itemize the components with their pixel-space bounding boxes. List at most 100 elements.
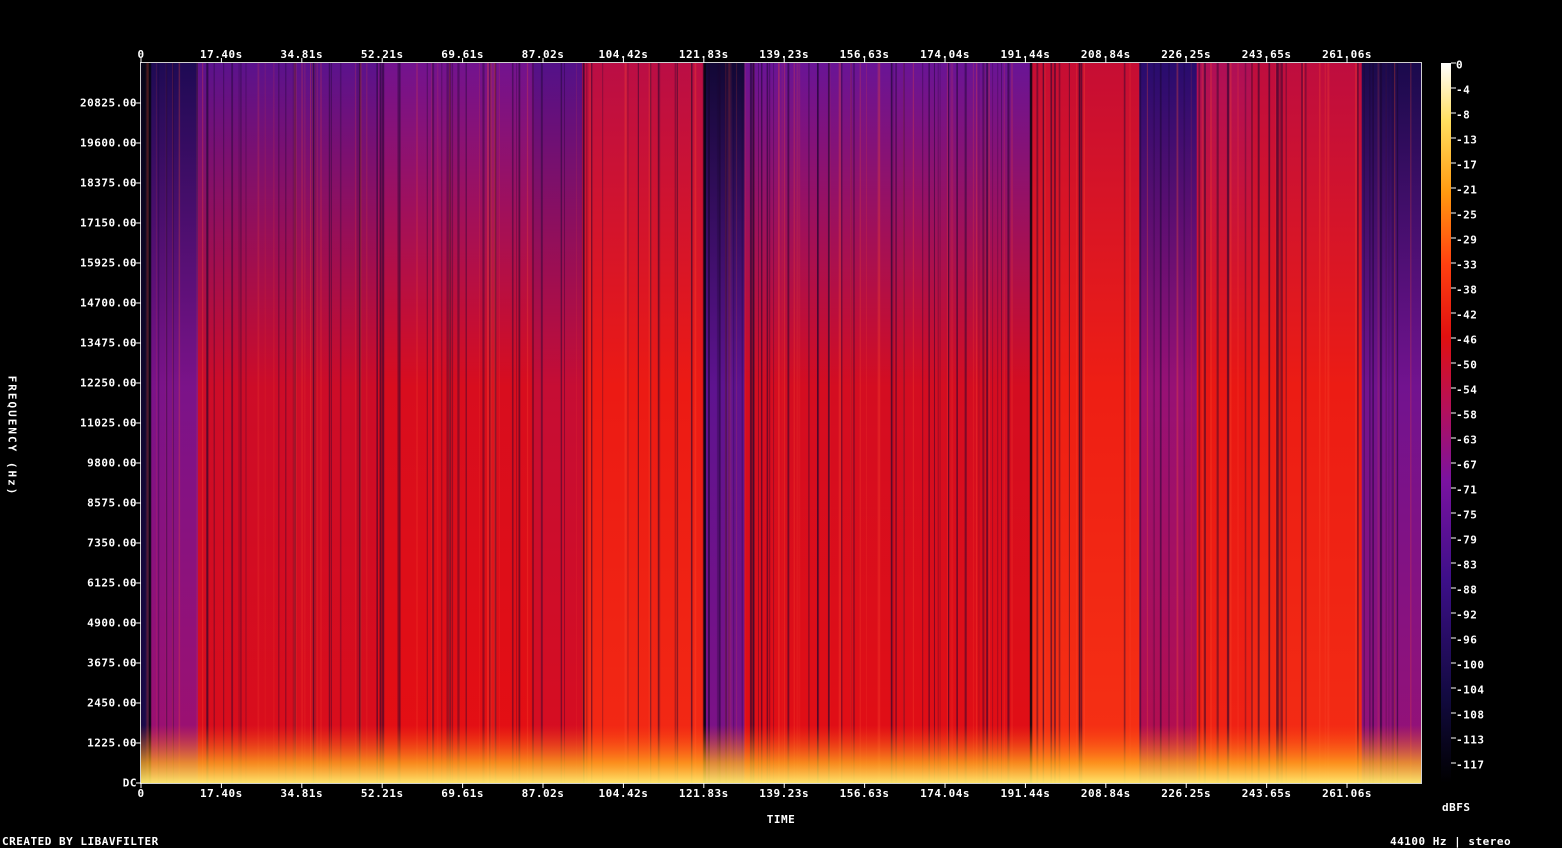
x-axis-label: TIME xyxy=(766,813,796,826)
striation xyxy=(582,63,585,783)
striation xyxy=(798,63,801,783)
striation xyxy=(1385,63,1387,783)
spectrum-segment xyxy=(197,63,379,783)
striation xyxy=(245,63,247,783)
colorbar-tick-label: -33 xyxy=(1456,258,1478,272)
striation xyxy=(879,63,881,783)
striation xyxy=(206,63,208,783)
striation xyxy=(397,63,399,783)
colorbar-tick-label: -63 xyxy=(1456,433,1478,447)
striation xyxy=(1036,63,1039,783)
colorbar-tick-label: -104 xyxy=(1456,683,1485,697)
striation xyxy=(278,63,280,783)
striation xyxy=(589,63,592,783)
striation xyxy=(487,63,489,783)
striation xyxy=(498,63,500,783)
x-tick-label-top: 139.23s xyxy=(759,48,810,61)
striation xyxy=(1083,63,1085,783)
striation xyxy=(1357,63,1360,783)
colorbar-tick-label: -108 xyxy=(1456,708,1485,722)
striation xyxy=(1011,63,1013,783)
x-tick-label-bottom: 0 xyxy=(137,787,145,800)
striation xyxy=(145,63,148,783)
colorbar-tick-label: -83 xyxy=(1456,558,1478,572)
striation xyxy=(1042,63,1045,783)
striation xyxy=(431,63,433,783)
striation xyxy=(436,63,439,783)
x-tick-label-top: 87.02s xyxy=(521,48,565,61)
striation xyxy=(657,63,660,783)
striation xyxy=(451,63,454,783)
striation xyxy=(1123,63,1126,783)
striation xyxy=(331,63,332,783)
colorbar-tick-label: -54 xyxy=(1456,383,1478,397)
striation xyxy=(691,63,693,783)
striation xyxy=(1388,63,1390,783)
y-tick-label: 3675.00 xyxy=(87,656,137,670)
striation xyxy=(1257,63,1260,783)
colorbar-tick-label: -25 xyxy=(1456,208,1478,222)
silence-divider xyxy=(1029,63,1033,783)
striation xyxy=(783,63,786,783)
striation xyxy=(1201,63,1204,783)
striation xyxy=(231,63,233,783)
x-tick-label-bottom: 52.21s xyxy=(360,787,404,800)
striation xyxy=(172,63,174,783)
striation xyxy=(1371,63,1374,783)
striation xyxy=(997,63,999,783)
striation xyxy=(766,63,768,783)
colorbar-tick-label: -96 xyxy=(1456,633,1478,647)
striation xyxy=(1159,63,1162,783)
striation xyxy=(725,63,728,783)
x-tick-marks xyxy=(140,58,1348,788)
striation xyxy=(677,63,679,783)
colorbar-tick-label: -17 xyxy=(1456,158,1478,172)
striation xyxy=(1198,63,1201,783)
striation xyxy=(1058,63,1061,783)
striation xyxy=(1377,63,1380,783)
striation xyxy=(796,63,798,783)
striation xyxy=(1068,63,1070,783)
x-tick-label-bottom: 34.81s xyxy=(280,787,324,800)
x-tick-label-bottom: 156.63s xyxy=(839,787,890,800)
audio-info: 44100 Hz | stereo xyxy=(1390,835,1512,848)
spectrum-segment xyxy=(1030,63,1140,783)
striation xyxy=(728,63,730,783)
striation xyxy=(724,63,727,783)
spectrum-segment xyxy=(149,63,199,783)
striation xyxy=(178,63,181,783)
striation xyxy=(494,63,497,783)
striation xyxy=(982,63,985,783)
striation xyxy=(359,63,362,783)
striation xyxy=(458,63,460,783)
striation xyxy=(232,63,234,783)
striation xyxy=(158,63,160,783)
x-tick-label-top: 174.04s xyxy=(920,48,970,61)
striation xyxy=(877,63,880,783)
striation xyxy=(213,63,215,783)
striation xyxy=(975,63,978,783)
y-tick-label: 7350.00 xyxy=(87,536,137,550)
striation xyxy=(1327,63,1330,783)
striation xyxy=(1226,63,1229,783)
striation xyxy=(781,63,783,783)
spectrum-segment xyxy=(704,63,745,783)
striation xyxy=(934,63,935,783)
striation xyxy=(950,63,952,783)
striation xyxy=(1276,63,1279,783)
x-tick-label-top: 261.06s xyxy=(1322,48,1372,61)
striation xyxy=(223,63,225,783)
spectrum-segment xyxy=(582,63,705,783)
spectrum-segment xyxy=(1361,63,1421,783)
striation xyxy=(398,63,401,783)
x-tick-label-bottom: 69.61s xyxy=(441,787,484,800)
striation xyxy=(516,63,517,783)
striation xyxy=(793,63,795,783)
spectrum-segment xyxy=(1196,63,1252,783)
striation xyxy=(1228,63,1230,783)
striation xyxy=(312,63,313,783)
striation xyxy=(749,63,752,783)
striation xyxy=(838,63,841,783)
striation xyxy=(841,63,843,783)
x-tick-label-bottom: 174.04s xyxy=(920,787,970,800)
